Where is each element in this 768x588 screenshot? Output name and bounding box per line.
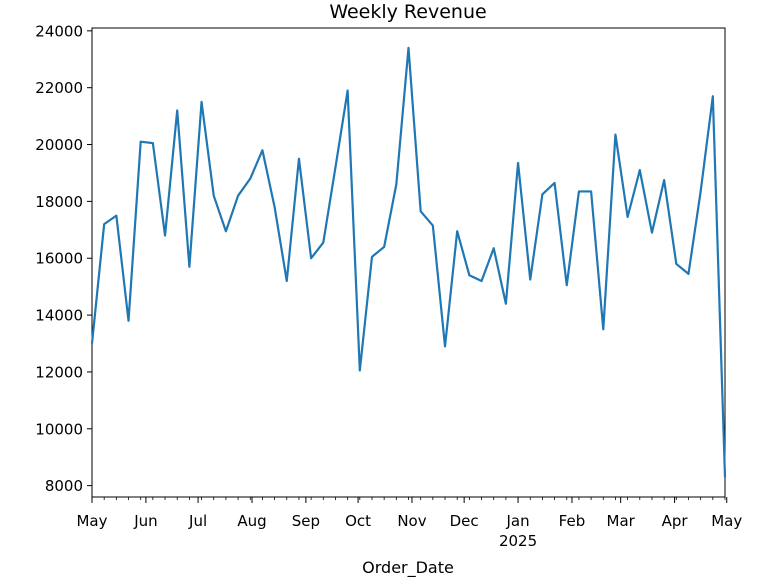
data-point (625, 215, 630, 220)
y-tick-label: 12000 (35, 363, 83, 381)
x-tick-label: Feb (559, 512, 586, 530)
x-tick-label: Jun (133, 512, 157, 530)
x-tick-label: Aug (237, 512, 266, 530)
data-point (613, 132, 618, 137)
axes-frame (91, 27, 726, 498)
data-point (601, 327, 606, 332)
data-point (272, 205, 277, 210)
x-tick-label: Sep (292, 512, 320, 530)
data-point (345, 88, 350, 93)
data-point (187, 264, 192, 269)
x-tick-label: Jan (505, 512, 529, 530)
x-tick-sublabel: 2025 (499, 532, 537, 550)
data-point (576, 189, 581, 194)
data-point (467, 273, 472, 278)
x-tick-label: Oct (345, 512, 371, 530)
data-point (333, 165, 338, 170)
data-point (662, 178, 667, 183)
series-line (90, 46, 727, 478)
y-tick-label: 22000 (35, 79, 83, 97)
x-tick-label: Jul (188, 512, 207, 530)
x-tick-label: Nov (397, 512, 426, 530)
y-tick-label: 10000 (35, 420, 83, 438)
data-point (589, 189, 594, 194)
data-point (649, 230, 654, 235)
data-point (674, 261, 679, 266)
data-point (443, 344, 448, 349)
data-point (637, 168, 642, 173)
data-point (516, 161, 521, 166)
data-point (236, 193, 241, 198)
data-point (552, 180, 557, 185)
data-point (138, 139, 143, 144)
data-point (248, 176, 253, 181)
data-point (126, 318, 131, 323)
data-point (382, 244, 387, 249)
data-point (150, 141, 155, 146)
data-point (394, 182, 399, 187)
data-point (723, 475, 728, 480)
y-tick-label: 16000 (35, 250, 83, 268)
data-point (296, 156, 301, 161)
data-point (357, 368, 362, 373)
data-point (540, 192, 545, 197)
chart-title: Weekly Revenue (329, 1, 486, 23)
x-tick-label: May (76, 512, 107, 530)
y-tick-label: 20000 (35, 136, 83, 154)
data-point (321, 240, 326, 245)
data-point (418, 209, 423, 214)
y-tick-label: 8000 (45, 477, 83, 495)
data-point (528, 277, 533, 282)
y-tick-label: 18000 (35, 193, 83, 211)
data-point (455, 229, 460, 234)
data-point (102, 222, 107, 227)
data-point (260, 148, 265, 153)
data-point (284, 278, 289, 283)
plot-area: 8000 10000 12000 14000 16000 18000 20000 22000 2… (35, 22, 742, 550)
data-point (686, 271, 691, 276)
x-tick-label: May (711, 512, 742, 530)
data-point (223, 229, 228, 234)
data-point (163, 233, 168, 238)
data-point (710, 94, 715, 99)
x-tick-label: Dec (450, 512, 479, 530)
data-point (491, 246, 496, 251)
data-point (309, 256, 314, 261)
data-point (430, 223, 435, 228)
data-point (406, 45, 411, 50)
y-tick-label: 24000 (35, 22, 83, 40)
data-point (564, 283, 569, 288)
data-point (479, 278, 484, 283)
data-point (114, 213, 119, 218)
data-point (199, 99, 204, 104)
y-tick-label: 14000 (35, 307, 83, 325)
data-point (211, 193, 216, 198)
x-axis-label: Order_Date (362, 558, 454, 578)
x-tick-label: Apr (662, 512, 689, 530)
x-tick-label: Mar (607, 512, 636, 530)
data-point (175, 108, 180, 113)
data-point (90, 341, 95, 346)
data-point (503, 301, 508, 306)
data-point (698, 189, 703, 194)
data-point (369, 254, 374, 259)
